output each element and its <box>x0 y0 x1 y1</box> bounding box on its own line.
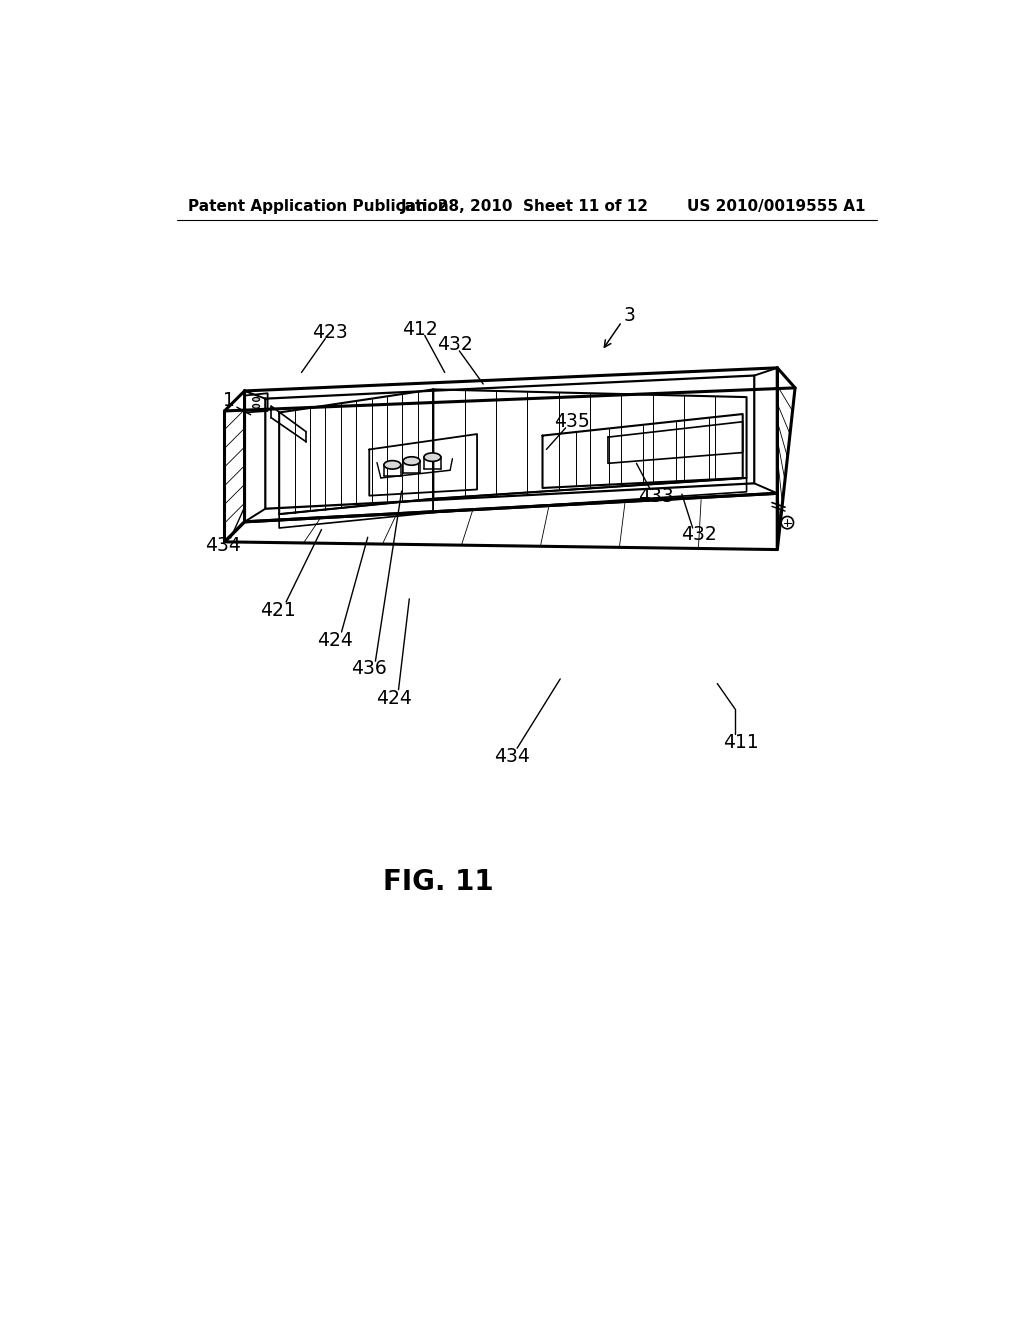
Text: 432: 432 <box>681 525 717 544</box>
Ellipse shape <box>424 453 441 462</box>
Text: 1: 1 <box>223 391 236 409</box>
Ellipse shape <box>253 397 259 401</box>
Text: 423: 423 <box>312 323 348 342</box>
Text: 424: 424 <box>376 689 412 708</box>
Text: 424: 424 <box>317 631 353 649</box>
Ellipse shape <box>253 404 259 408</box>
Ellipse shape <box>384 461 400 469</box>
Text: US 2010/0019555 A1: US 2010/0019555 A1 <box>687 198 866 214</box>
Text: 432: 432 <box>437 335 473 354</box>
Text: 421: 421 <box>260 601 296 620</box>
Ellipse shape <box>403 457 420 465</box>
Text: 436: 436 <box>350 660 386 678</box>
Text: 434: 434 <box>205 536 241 556</box>
Text: FIG. 11: FIG. 11 <box>383 869 494 896</box>
Text: 412: 412 <box>402 319 438 339</box>
Text: Jan. 28, 2010  Sheet 11 of 12: Jan. 28, 2010 Sheet 11 of 12 <box>400 198 649 214</box>
Text: Patent Application Publication: Patent Application Publication <box>188 198 450 214</box>
Text: 411: 411 <box>723 733 759 751</box>
Text: 434: 434 <box>494 747 529 766</box>
Text: 3: 3 <box>624 306 636 325</box>
Text: 435: 435 <box>554 412 590 432</box>
Text: 433: 433 <box>638 487 674 506</box>
